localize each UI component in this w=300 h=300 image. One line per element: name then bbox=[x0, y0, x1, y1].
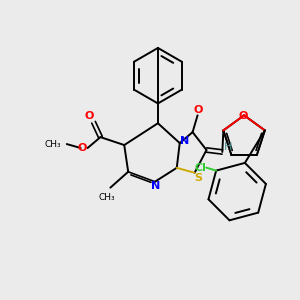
Text: O: O bbox=[85, 111, 94, 121]
Text: O: O bbox=[78, 143, 87, 153]
Text: O: O bbox=[194, 105, 203, 116]
Text: N: N bbox=[151, 181, 160, 191]
Text: CH₃: CH₃ bbox=[98, 193, 115, 202]
Text: H: H bbox=[224, 142, 232, 152]
Text: S: S bbox=[194, 173, 202, 183]
Text: CH₃: CH₃ bbox=[44, 140, 61, 148]
Text: O: O bbox=[238, 111, 248, 121]
Text: Cl: Cl bbox=[194, 163, 206, 172]
Text: N: N bbox=[180, 136, 189, 146]
